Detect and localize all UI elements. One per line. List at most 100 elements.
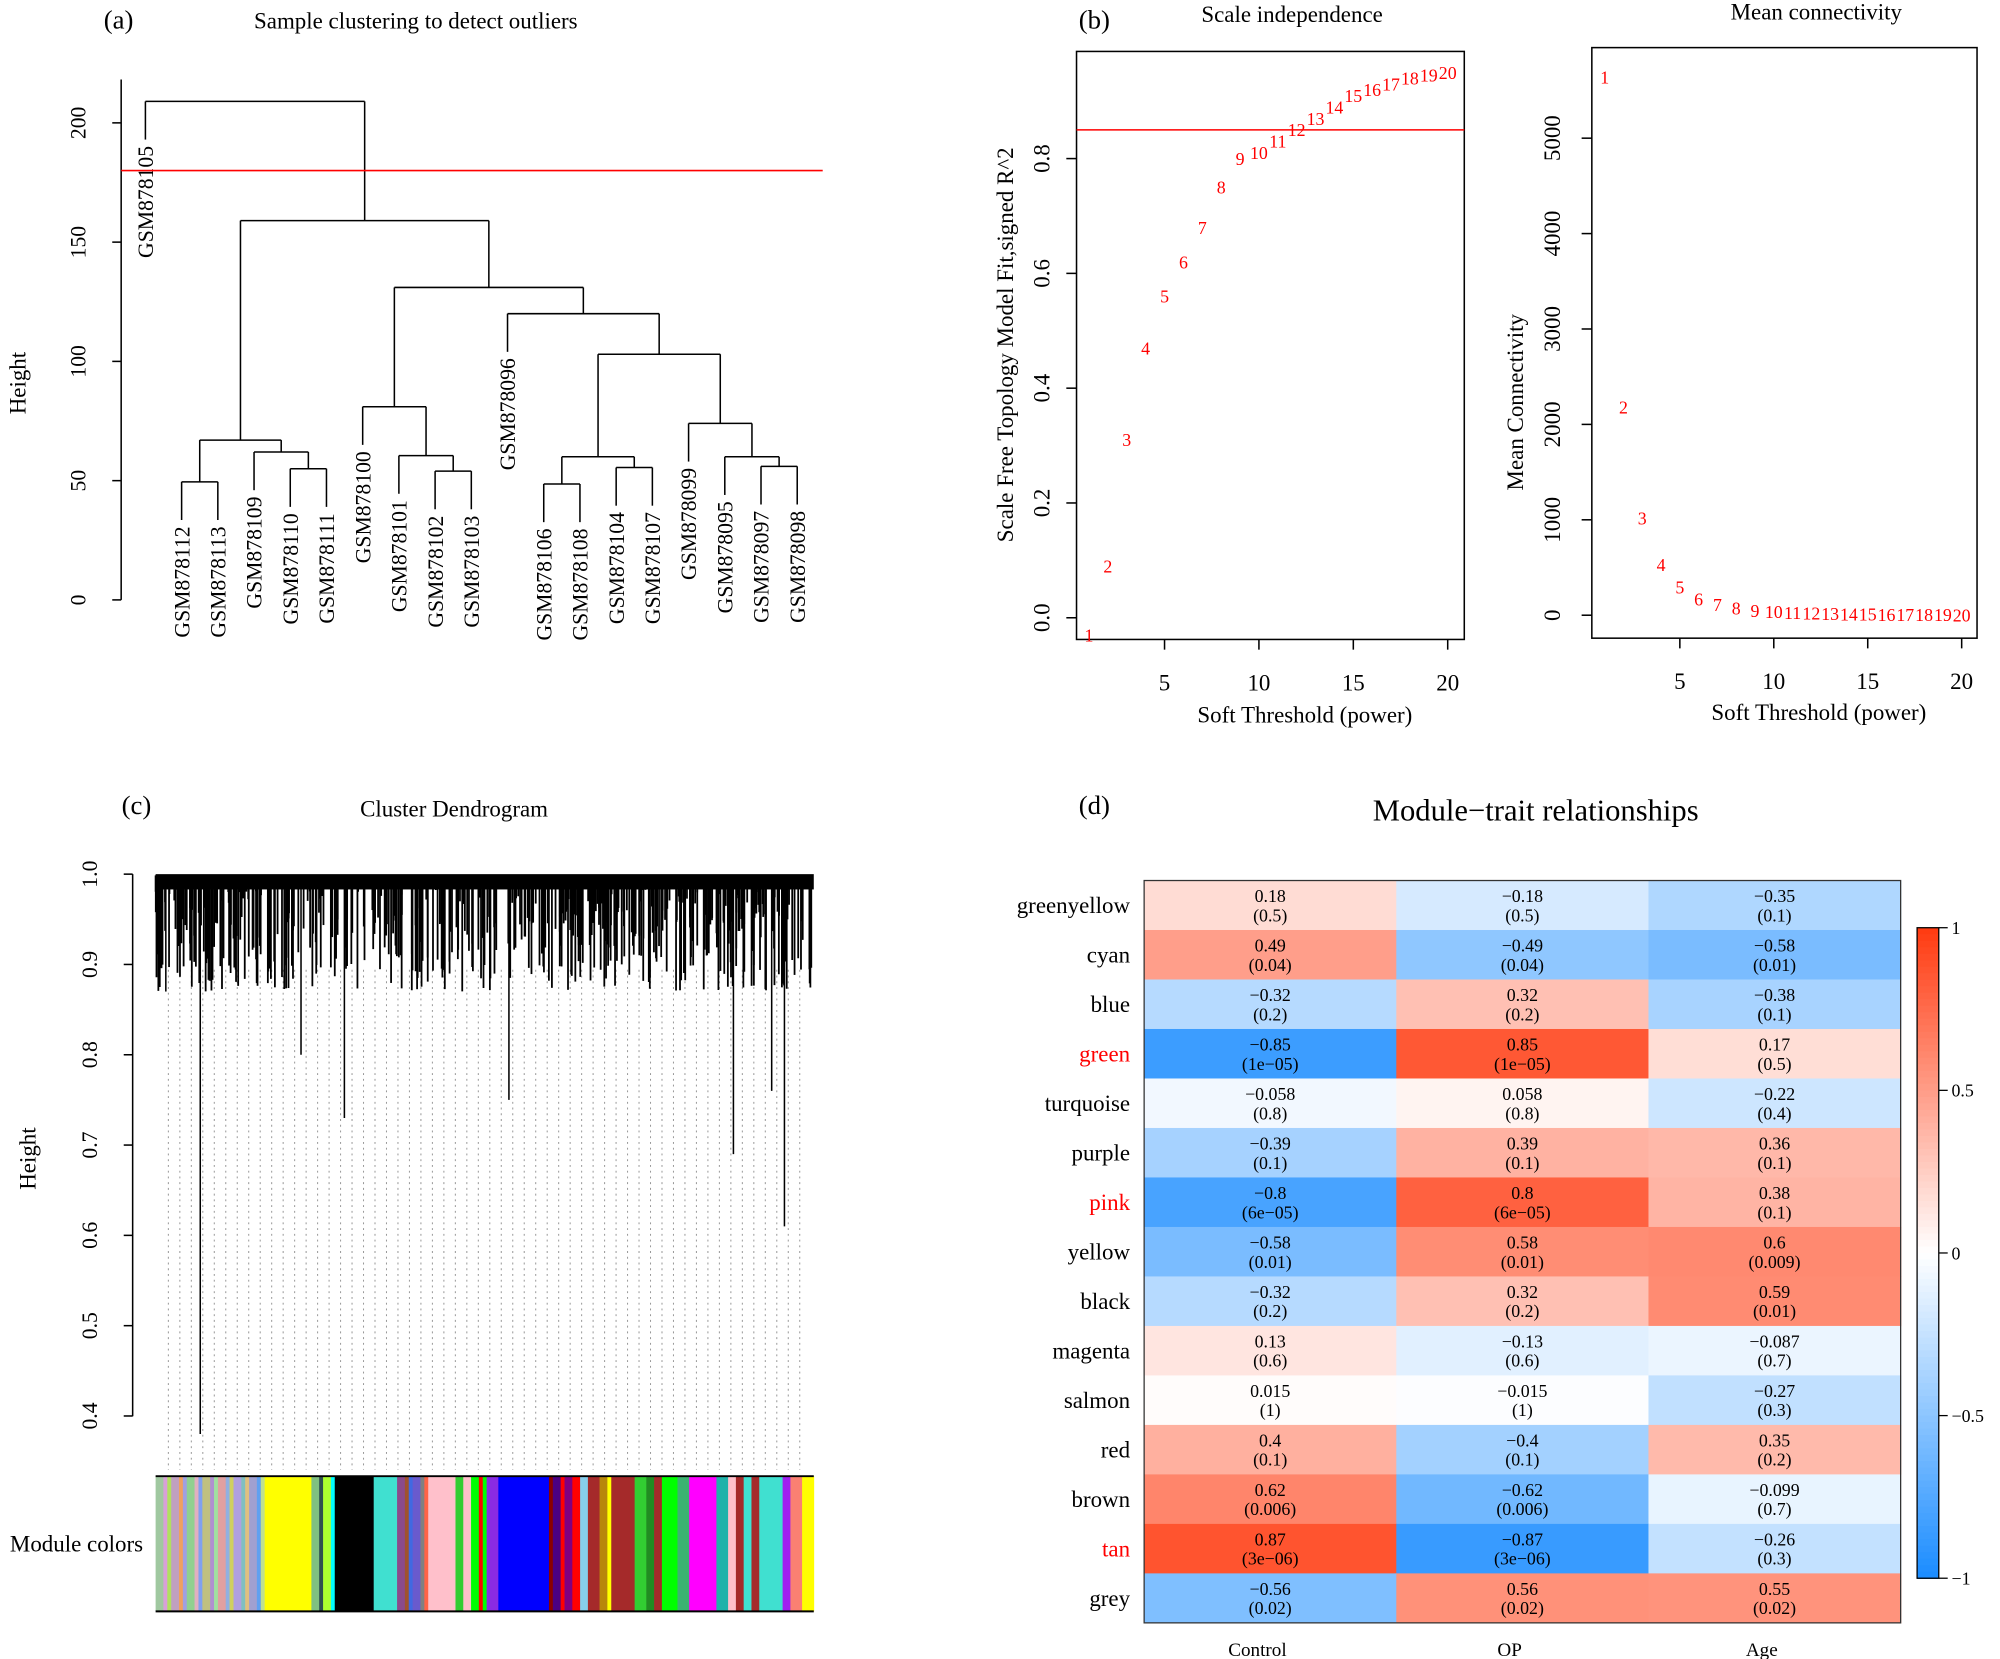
heatmap-cell	[1396, 1474, 1650, 1525]
cell-pvalue: (3e−06)	[1494, 1549, 1551, 1570]
cell-correlation: 0.058	[1502, 1084, 1542, 1104]
panel-label-d: (d)	[1079, 790, 1110, 820]
colorbar-segment	[1917, 1376, 1939, 1384]
point-label: 13	[1307, 109, 1325, 129]
cell-pvalue: (0.8)	[1505, 1103, 1539, 1124]
y-tick-label: 0.2	[1030, 489, 1055, 518]
colorbar-segment	[1917, 1441, 1939, 1449]
module-colors-label: Module colors	[10, 1531, 143, 1556]
module-color-segment	[478, 1476, 484, 1612]
module-color-segment	[225, 1476, 230, 1612]
plot-frame	[1075, 50, 1466, 641]
cell-correlation: 0.62	[1255, 1480, 1286, 1500]
module-color-segment	[580, 1476, 589, 1612]
colorbar-segment	[1917, 1383, 1939, 1391]
y-tick-label: 150	[66, 226, 90, 259]
colorbar-segment	[1917, 1025, 1939, 1033]
colorbar-segment	[1917, 1038, 1939, 1046]
cell-correlation: 0.58	[1507, 1233, 1538, 1253]
colorbar-segment	[1917, 1213, 1939, 1222]
colorbar-segment	[1917, 1239, 1939, 1248]
cell-pvalue: (0.3)	[1757, 1549, 1791, 1570]
colorbar-segment	[1917, 1265, 1939, 1274]
heatmap-cell	[1648, 1226, 1902, 1278]
point-label: 10	[1250, 143, 1268, 163]
cell-correlation: −0.087	[1749, 1332, 1799, 1352]
leaf-label: GSM878112	[170, 526, 194, 637]
point-label: 4	[1657, 555, 1666, 575]
colorbar-segment	[1917, 1571, 1939, 1579]
module-color-segment	[155, 1476, 164, 1612]
cell-pvalue: (0.009)	[1749, 1252, 1801, 1273]
module-color-segment	[735, 1476, 745, 1612]
module-color-segment	[743, 1476, 752, 1612]
cell-pvalue: (1e−05)	[1494, 1054, 1551, 1075]
colorbar-segment	[1917, 1487, 1939, 1495]
colorbar-segment	[1917, 1278, 1939, 1287]
colorbar-segment	[1917, 1461, 1939, 1469]
heatmap-cell	[1144, 1276, 1397, 1327]
colorbar-segment	[1917, 1331, 1939, 1339]
module-color-segment	[229, 1476, 234, 1612]
colorbar-segment	[1917, 1194, 1939, 1202]
module-color-segment	[611, 1476, 636, 1612]
point-label: 9	[1751, 601, 1760, 621]
colorbar-tick-label: 0.5	[1952, 1081, 1974, 1101]
point-label: 19	[1420, 66, 1438, 86]
cell-pvalue: (0.1)	[1505, 1450, 1539, 1471]
module-color-segment	[245, 1476, 250, 1612]
module-color-segment	[759, 1476, 784, 1612]
x-tick-label: 15	[1856, 669, 1879, 694]
heatmap-cell	[1144, 1474, 1397, 1525]
cell-pvalue: (3e−06)	[1242, 1549, 1299, 1570]
heatmap-cell	[1144, 1127, 1397, 1179]
row-label: blue	[1091, 992, 1131, 1017]
heatmap-cell	[1396, 1523, 1650, 1575]
colorbar-segment	[1917, 1161, 1939, 1170]
module-color-segment	[646, 1476, 655, 1612]
y-tick-label: 50	[66, 470, 90, 492]
x-tick-label: 15	[1342, 670, 1365, 695]
colorbar-segment	[1917, 1090, 1939, 1098]
heatmap-cell	[1648, 1573, 1902, 1624]
colorbar-segment	[1917, 1513, 1939, 1521]
point-label: 1	[1600, 67, 1609, 87]
module-color-segment	[210, 1476, 215, 1612]
x-tick-label: 5	[1159, 670, 1170, 695]
heatmap-cell	[1648, 930, 1902, 981]
module-color-segment	[463, 1476, 472, 1612]
colorbar-segment	[1917, 1220, 1939, 1228]
cell-pvalue: (0.006)	[1244, 1499, 1296, 1520]
y-tick-label: 0.6	[78, 1222, 102, 1249]
y-tick-label: 0.9	[78, 951, 102, 978]
colorbar-segment	[1917, 1285, 1939, 1293]
point-label: 3	[1638, 508, 1647, 528]
heatmap-cell	[1144, 1325, 1397, 1377]
cell-correlation: 0.49	[1255, 936, 1286, 956]
module-color-segment	[486, 1476, 499, 1612]
colorbar-segment	[1917, 1246, 1939, 1254]
heatmap-frame	[1143, 879, 1902, 1624]
colorbar-segment	[1917, 1344, 1939, 1352]
cell-correlation: 0.38	[1759, 1183, 1790, 1203]
y-axis-label-b1: Scale Free Topology Model Fit,signed R^2	[993, 147, 1018, 542]
row-label: tan	[1102, 1536, 1131, 1561]
module-color-segment	[167, 1476, 172, 1612]
colorbar-tick-label: −1	[1952, 1569, 1971, 1589]
colorbar-segment	[1917, 1519, 1939, 1527]
module-color-segment	[654, 1476, 663, 1612]
module-color-segment	[397, 1476, 406, 1612]
cell-pvalue: (0.04)	[1249, 955, 1292, 976]
colorbar-segment	[1917, 992, 1939, 1001]
cell-correlation: −0.4	[1506, 1431, 1538, 1451]
module-color-segment	[178, 1476, 184, 1612]
cell-pvalue: (0.1)	[1757, 1153, 1791, 1174]
cell-correlation: 0.015	[1250, 1381, 1290, 1401]
x-tick-label: 20	[1950, 669, 1973, 694]
module-color-segment	[599, 1476, 608, 1612]
colorbar-segment	[1917, 1096, 1939, 1105]
cell-pvalue: (0.7)	[1757, 1499, 1791, 1520]
column-label: OP	[1497, 1640, 1521, 1659]
plot-frame	[1591, 46, 1978, 639]
module-color-segment	[428, 1476, 456, 1612]
